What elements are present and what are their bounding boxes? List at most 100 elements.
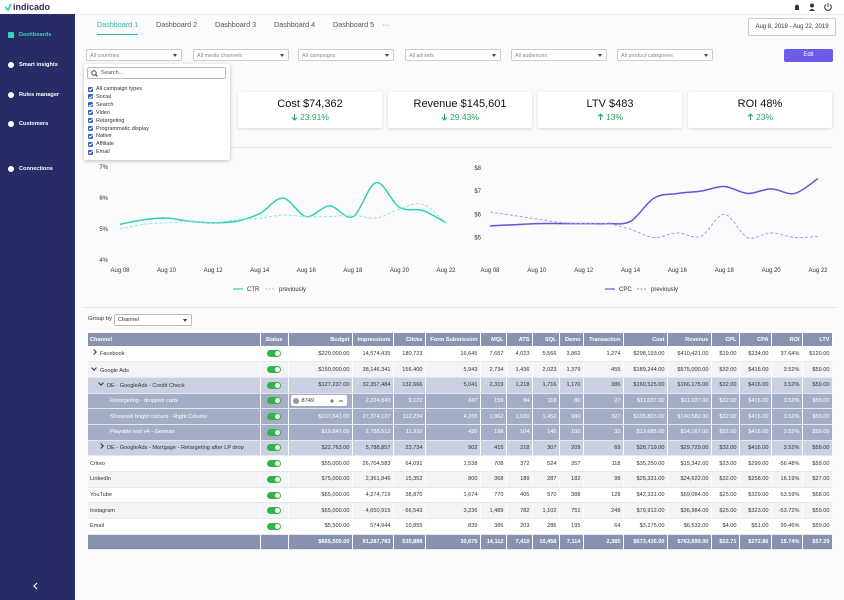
total-cell: $665,500.00	[288, 534, 353, 551]
dropdown-option[interactable]: Email	[88, 149, 110, 156]
sidebar-item[interactable]: Rules manager	[8, 90, 59, 100]
filter-select[interactable]: All countries	[86, 49, 182, 61]
column-header[interactable]: Cost	[623, 333, 668, 346]
dropdown-option[interactable]: Affiliate	[88, 141, 114, 148]
tab[interactable]: Dashboard 1	[97, 20, 139, 35]
column-header[interactable]: Status	[260, 333, 289, 346]
status-toggle[interactable]	[267, 350, 281, 358]
stepper[interactable]	[329, 398, 345, 404]
expand-toggle[interactable]	[98, 380, 104, 387]
tab[interactable]: Dashboard 4	[274, 20, 316, 29]
plus[interactable]	[329, 398, 334, 403]
edit-button[interactable]: Edit	[784, 49, 833, 62]
search-box[interactable]: Search...	[87, 67, 226, 79]
column-header[interactable]: Revenue	[667, 333, 712, 346]
dropdown-option[interactable]: Video	[88, 109, 110, 116]
expand-toggle[interactable]	[91, 349, 97, 355]
tab-more[interactable]: ···	[382, 20, 390, 29]
group-by-select[interactable]: Channel	[114, 314, 192, 326]
checkbox[interactable]	[88, 149, 93, 155]
tab[interactable]: Dashboard 5	[333, 20, 375, 29]
dropdown-option[interactable]: Search	[88, 101, 113, 108]
cell-value: 32,357,484	[362, 382, 391, 389]
collapse-icon[interactable]	[32, 581, 40, 591]
checkbox[interactable]	[88, 126, 93, 131]
status-toggle[interactable]	[267, 491, 281, 499]
table-row: YouTube $65,000.00 4,274,719 38,870 1,674 770…	[88, 487, 833, 504]
filter-select[interactable]: All product categories	[617, 49, 713, 61]
dropdown-option[interactable]: Native	[88, 133, 112, 140]
sidebar-item[interactable]: Dashboards	[8, 30, 51, 40]
cell-value: $25.00	[719, 492, 737, 499]
expand-toggle[interactable]	[91, 364, 97, 371]
tab[interactable]: Dashboard 2	[156, 20, 198, 29]
legend-label[interactable]: CPC	[619, 287, 632, 293]
status-toggle[interactable]	[267, 428, 281, 436]
status-toggle[interactable]	[267, 460, 281, 468]
option-label: Search	[96, 101, 114, 108]
status-toggle[interactable]	[267, 444, 281, 452]
checkbox[interactable]	[88, 141, 93, 147]
status-toggle[interactable]	[267, 522, 281, 530]
column-header[interactable]: Demo	[559, 333, 584, 346]
filter-select[interactable]: All ad sets	[405, 49, 501, 61]
legend-label[interactable]: previously	[279, 287, 306, 293]
date-range[interactable]: Aug 8, 2019 - Aug 22, 2019	[748, 18, 836, 36]
filter-select[interactable]: All campaigns	[298, 49, 394, 61]
top-icons[interactable]	[792, 2, 837, 12]
status-toggle[interactable]	[267, 475, 281, 483]
cell-value: 388	[571, 492, 581, 499]
column-header[interactable]: MQL	[480, 333, 507, 346]
dropdown-option[interactable]: Social	[88, 93, 111, 100]
table-cell: $11,037.00	[667, 393, 712, 410]
column-header[interactable]: Form Submission	[425, 333, 481, 346]
kpi-label: Revenue	[413, 98, 458, 110]
filter-select[interactable]: All audiences	[511, 49, 607, 61]
checkbox[interactable]	[88, 94, 93, 100]
column-header[interactable]: ATS	[506, 333, 533, 346]
sidebar-item[interactable]: Smart insights	[8, 60, 58, 70]
dropdown-option[interactable]: Retargeting	[88, 117, 124, 124]
legend-label[interactable]: CTR	[247, 287, 260, 293]
tab[interactable]: Dashboard 3	[215, 20, 257, 29]
legend-label[interactable]: previously	[651, 287, 678, 293]
table-cell: 156,400	[393, 361, 426, 378]
column-header[interactable]: Budget	[288, 333, 353, 346]
dropdown-option[interactable]: All campaign types	[88, 86, 142, 93]
column-header[interactable]: Clicks	[393, 333, 426, 346]
cell-value: $25,331.00	[636, 476, 665, 483]
sidebar-item[interactable]: Connections	[8, 164, 53, 174]
filter-select[interactable]: All media channels	[193, 49, 289, 61]
column-header[interactable]: ROI	[771, 333, 803, 346]
table-cell: 368	[480, 471, 507, 488]
sidebar-item[interactable]: Customers	[8, 119, 48, 129]
table-cell: 2,758,513	[352, 424, 394, 441]
checkbox[interactable]	[88, 102, 93, 108]
status-toggle[interactable]	[267, 381, 281, 389]
cell-value: $59.00	[812, 382, 830, 389]
table-row: Facebook $220,000.00 14,574,435 180,723 16,6…	[88, 346, 833, 363]
status-toggle[interactable]	[267, 397, 281, 405]
budget-input[interactable]: 8749	[290, 395, 347, 407]
column-header[interactable]: SQL	[532, 333, 560, 346]
status-toggle[interactable]	[267, 507, 281, 515]
checkbox[interactable]	[88, 133, 93, 139]
dropdown-option[interactable]: Programmatic display	[88, 125, 149, 132]
column-header[interactable]: CPA	[739, 333, 772, 346]
table-cell: $24,622.00	[667, 471, 712, 488]
cell-value: 708	[494, 460, 504, 467]
column-header[interactable]: CPL	[711, 333, 740, 346]
status-toggle[interactable]	[267, 366, 281, 374]
status-toggle[interactable]	[267, 413, 281, 421]
column-header[interactable]: LTV	[802, 333, 833, 346]
column-header[interactable]: Channel	[88, 333, 261, 346]
checkbox[interactable]	[88, 110, 93, 116]
channel-cell: Email	[88, 518, 261, 535]
checkbox[interactable]	[88, 118, 93, 124]
expand-toggle[interactable]	[98, 443, 104, 450]
column-header[interactable]: Impressions	[352, 333, 394, 346]
column-header[interactable]: Transaction	[583, 333, 624, 346]
y-tick-label: $7	[474, 189, 481, 195]
option-label: Video	[96, 109, 110, 116]
checkbox[interactable]	[88, 86, 93, 92]
